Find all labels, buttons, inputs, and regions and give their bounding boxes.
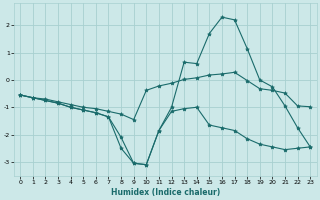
X-axis label: Humidex (Indice chaleur): Humidex (Indice chaleur): [111, 188, 220, 197]
